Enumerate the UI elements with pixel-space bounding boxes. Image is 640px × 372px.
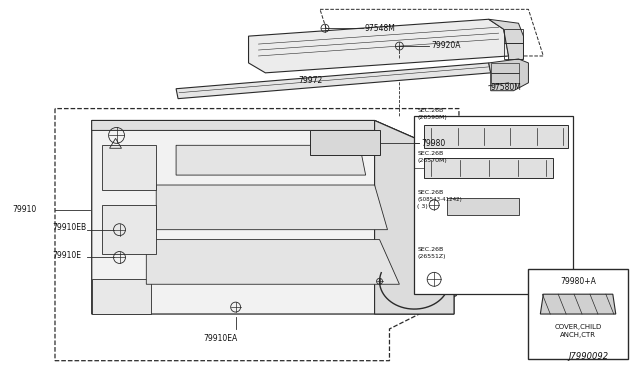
Polygon shape [310, 131, 380, 155]
Text: 79980+A: 79980+A [560, 277, 596, 286]
Text: SEC.26B: SEC.26B [417, 190, 444, 195]
Text: 97548M: 97548M [365, 24, 396, 33]
Polygon shape [447, 198, 518, 215]
Polygon shape [176, 145, 365, 175]
Polygon shape [424, 158, 553, 178]
Polygon shape [92, 121, 454, 165]
Polygon shape [92, 279, 151, 314]
Polygon shape [540, 294, 616, 314]
Polygon shape [102, 205, 156, 254]
Text: 79910EA: 79910EA [204, 334, 238, 343]
Polygon shape [489, 19, 524, 66]
Text: J7990092: J7990092 [568, 352, 608, 361]
Text: 79910E: 79910E [52, 251, 81, 260]
Polygon shape [156, 185, 387, 230]
Bar [529, 269, 628, 359]
Text: 79910: 79910 [12, 205, 36, 214]
Text: 79980: 79980 [421, 139, 445, 148]
Text: 79910EB: 79910EB [52, 223, 86, 232]
Polygon shape [424, 125, 568, 148]
Text: SEC.26B: SEC.26B [417, 108, 444, 113]
Text: ANCH,CTR: ANCH,CTR [560, 332, 596, 338]
Polygon shape [176, 63, 491, 99]
Polygon shape [102, 145, 156, 190]
Text: COVER,CHILD: COVER,CHILD [554, 324, 602, 330]
Text: (26598M): (26598M) [417, 115, 447, 120]
Polygon shape [374, 121, 454, 314]
Text: (26551Z): (26551Z) [417, 254, 446, 259]
Text: 97580M: 97580M [491, 83, 522, 92]
Text: (26570M): (26570M) [417, 158, 447, 163]
Polygon shape [489, 59, 529, 91]
Text: 79972: 79972 [298, 76, 322, 85]
Text: 79920A: 79920A [431, 41, 461, 49]
Bar [414, 116, 573, 294]
Polygon shape [92, 121, 454, 314]
Text: SEC.26B: SEC.26B [417, 151, 444, 156]
Text: ( 3): ( 3) [417, 204, 428, 209]
Polygon shape [248, 19, 509, 73]
Text: (S08543-41242): (S08543-41242) [417, 198, 462, 202]
Text: SEC.26B: SEC.26B [417, 247, 444, 252]
Polygon shape [147, 240, 399, 284]
